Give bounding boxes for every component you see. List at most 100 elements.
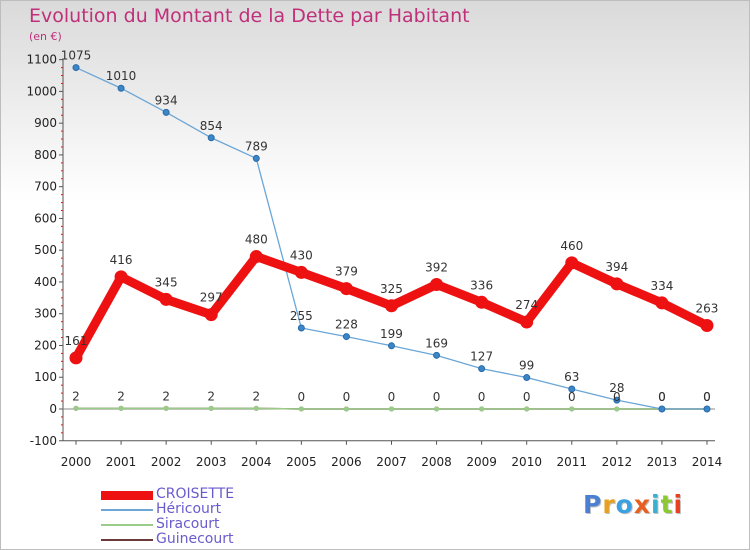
data-point: [703, 405, 711, 413]
data-label: 2: [117, 389, 125, 403]
data-label: 228: [335, 318, 358, 332]
data-point: [434, 406, 440, 412]
data-label: 99: [519, 359, 534, 373]
data-label: 789: [245, 139, 268, 153]
data-label: 0: [433, 390, 441, 404]
y-tick-label: 1000: [26, 84, 57, 98]
data-label: 2: [252, 389, 260, 403]
data-label: 334: [650, 279, 673, 293]
legend-item: Guinecourt: [101, 531, 301, 547]
legend-label: Héricourt: [156, 501, 222, 517]
data-label: 480: [245, 233, 268, 247]
legend-swatch: [101, 524, 153, 526]
data-label: 430: [290, 248, 313, 262]
data-label: 416: [110, 253, 133, 267]
data-label: 325: [380, 282, 403, 296]
data-point: [658, 405, 666, 413]
data-label: 0: [343, 390, 351, 404]
y-tick-label: 800: [34, 148, 57, 162]
legend-item: Héricourt: [101, 501, 301, 517]
data-point: [69, 351, 83, 365]
y-tick-label: 900: [34, 116, 57, 130]
x-tick-label: 2005: [286, 455, 317, 469]
data-point: [294, 265, 308, 279]
x-tick-label: 2001: [106, 455, 137, 469]
data-label: 127: [470, 350, 493, 364]
data-label: 0: [658, 390, 666, 404]
data-point: [524, 406, 530, 412]
logo-letter: r: [602, 490, 616, 519]
y-tick-label: 300: [34, 307, 57, 321]
data-label: 0: [298, 390, 306, 404]
data-label: 169: [425, 336, 448, 350]
data-label: 0: [658, 390, 666, 404]
legend-swatch: [101, 509, 153, 511]
data-point: [565, 256, 579, 270]
logo-letter: P: [583, 490, 603, 519]
data-label: 1075: [61, 49, 92, 63]
data-label: 460: [560, 239, 583, 253]
x-tick-label: 2011: [556, 455, 587, 469]
data-label: 0: [568, 390, 576, 404]
data-label: 0: [478, 390, 486, 404]
x-tick-label: 2007: [376, 455, 407, 469]
data-point: [613, 396, 621, 404]
data-label: 274: [515, 298, 538, 312]
data-label: 2: [207, 389, 215, 403]
data-point: [118, 405, 124, 411]
x-tick-label: 2010: [511, 455, 542, 469]
legend-item: CROISETTE: [101, 486, 301, 502]
data-label: 336: [470, 278, 493, 292]
data-label: 0: [703, 390, 711, 404]
data-label: 0: [703, 390, 711, 404]
x-tick-label: 2002: [151, 455, 182, 469]
legend-swatch: [101, 490, 153, 500]
data-point: [343, 406, 349, 412]
data-point: [114, 270, 128, 284]
data-point: [569, 406, 575, 412]
x-tick-label: 2006: [331, 455, 362, 469]
legend-item: Siracourt: [101, 516, 301, 532]
data-point: [207, 134, 215, 142]
data-point: [388, 406, 394, 412]
data-label: 28: [609, 381, 624, 395]
data-label: 392: [425, 261, 448, 275]
unit-label: (en €): [29, 30, 62, 43]
x-tick-label: 2012: [602, 455, 633, 469]
data-point: [249, 250, 263, 264]
data-point: [342, 333, 350, 341]
legend-swatch: [101, 539, 153, 541]
data-point: [73, 405, 79, 411]
legend: CROISETTE Héricourt Siracourt Guinecourt: [101, 486, 301, 547]
y-tick-label: 100: [34, 370, 57, 384]
series-line-Héricourt: [75, 66, 708, 410]
data-label: 199: [380, 327, 403, 341]
logo-letter: i: [651, 490, 661, 519]
data-point: [298, 406, 304, 412]
x-tick-label: 2013: [647, 455, 678, 469]
data-point: [655, 296, 669, 310]
data-label: 379: [335, 265, 358, 279]
data-label: 345: [155, 275, 178, 289]
data-label: 0: [613, 390, 621, 404]
data-point: [568, 385, 576, 393]
data-point: [72, 64, 80, 72]
data-label: 161: [65, 334, 88, 348]
data-point: [208, 405, 214, 411]
data-point: [614, 406, 620, 412]
data-point: [523, 374, 531, 382]
data-label: 63: [564, 370, 579, 384]
data-point: [700, 318, 714, 332]
x-tick-label: 2008: [421, 455, 452, 469]
data-label: 1010: [106, 69, 137, 83]
legend-label: CROISETTE: [156, 486, 235, 502]
y-tick-label: 600: [34, 211, 57, 225]
data-point: [117, 84, 125, 92]
y-tick-label: 200: [34, 338, 57, 352]
logo-letter: t: [660, 490, 674, 519]
proxiti-logo: Proxiti: [583, 490, 683, 519]
data-point: [339, 282, 353, 296]
logo-letter: i: [673, 490, 684, 519]
data-point: [163, 405, 169, 411]
